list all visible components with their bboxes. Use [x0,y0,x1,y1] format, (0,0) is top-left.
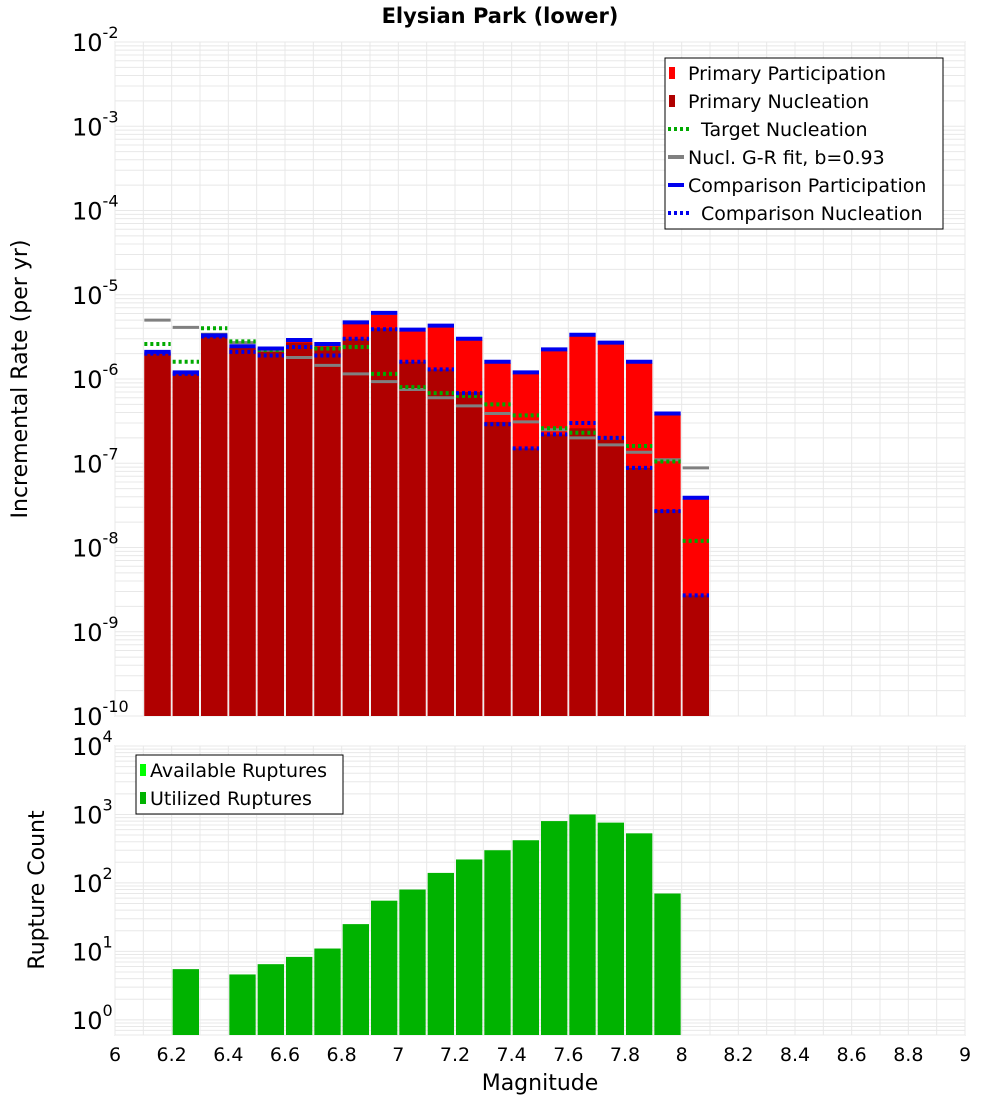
rate-y-tick-label: 10-5 [72,276,119,310]
x-tick-label: 6 [109,1044,121,1066]
legend-swatch [140,792,146,804]
utilized-rupture-bar [569,814,596,1035]
nucleation-bar [342,338,369,716]
utilized-rupture-bar [172,969,199,1035]
count-plot: 100 101 102 103 104 6 6.2 6.4 6.6 6.8 7 7.2 7.4 7.6 7… [25,727,971,1096]
x-axis-label: Magnitude [482,1071,599,1096]
legend-label: Comparison Participation [688,175,926,197]
utilized-rupture-bar [229,974,256,1035]
count-y-axis-label: Rupture Count [25,810,50,970]
rate-y-tick-label: 10-3 [72,107,119,141]
utilized-rupture-bar [314,948,341,1035]
nucleation-bar [626,467,653,716]
nucleation-bar [541,434,568,716]
x-tick-label: 7.4 [497,1044,527,1066]
rate-legend-box [664,57,944,230]
nucleation-bar [172,373,199,716]
rate-y-tick-label: 10-7 [72,444,119,478]
legend-swatch [669,67,675,79]
legend-label: Comparison Nucleation [701,203,923,225]
utilized-rupture-bar [286,956,313,1035]
rate-bars [144,314,709,716]
x-tick-label: 9 [959,1044,971,1066]
nucleation-bar [286,342,313,716]
x-tick-label: 7 [392,1044,404,1066]
nucleation-bar [371,328,398,716]
rate-y-tick-labels: 10-10 10-9 10-8 10-7 10-6 10-5 10-4 10-3 10-2 [72,23,129,731]
x-tick-label: 7.6 [553,1044,583,1066]
rate-y-tick-label: 10-6 [72,360,119,394]
count-legend: Available Ruptures Utilized Ruptures [135,754,344,815]
nucleation-bar [484,421,511,716]
x-tick-label: 6.8 [327,1044,357,1066]
utilized-rupture-bar [512,840,539,1035]
nucleation-bar [399,361,426,716]
nucleation-bar [144,353,171,716]
rate-y-tick-label: 10-10 [72,697,129,731]
count-y-tick-labels: 100 101 102 103 104 [72,727,113,1035]
utilized-rupture-bar [456,859,483,1035]
utilized-rupture-bar [654,893,681,1035]
count-y-tick-label: 100 [72,1001,113,1035]
x-tick-label: 8 [676,1044,688,1066]
nucleation-bar [569,428,596,716]
nucleation-bar [597,439,624,716]
utilized-rupture-bar [626,833,653,1035]
x-tick-label: 8.8 [893,1044,923,1066]
x-tick-label: 6.6 [270,1044,300,1066]
utilized-rupture-bar [399,889,426,1035]
nucleation-bar [682,595,709,716]
legend-label: Utilized Ruptures [150,788,312,810]
utilized-rupture-bar [427,872,454,1035]
count-y-tick-label: 104 [72,727,113,761]
nucleation-bar [229,347,256,716]
nucleation-bar [427,369,454,716]
rate-plot: 10-10 10-9 10-8 10-7 10-6 10-5 10-4 10-3 10-2 In… [8,23,966,731]
utilized-rupture-bar [342,924,369,1035]
rate-y-tick-label: 10-9 [72,613,119,647]
rate-y-tick-label: 10-8 [72,529,119,563]
rate-y-tick-label: 10-2 [72,23,119,57]
rate-y-tick-label: 10-4 [72,192,119,226]
x-tick-label: 8.4 [780,1044,810,1066]
legend-label: Nucl. G-R fit, b=0.93 [688,147,885,169]
legend-swatch [140,764,146,776]
utilized-rupture-bar [484,850,511,1035]
rate-legend: Primary Participation Primary Nucleation T… [664,57,944,230]
count-legend-box [135,754,344,815]
x-tick-label: 7.2 [440,1044,470,1066]
nucleation-bar [257,350,284,716]
utilized-rupture-bar [371,900,398,1035]
count-y-tick-label: 101 [72,932,113,966]
utilized-rupture-bar [597,822,624,1035]
legend-label: Primary Participation [688,63,886,85]
utilized-rupture-bar [541,821,568,1035]
x-tick-label: 6.2 [157,1044,187,1066]
nucleation-bar [456,392,483,716]
nucleation-bar [314,346,341,716]
chart-title: Elysian Park (lower) [382,4,619,28]
x-tick-label: 8.6 [837,1044,867,1066]
x-tick-label: 8.2 [723,1044,753,1066]
rate-y-axis-label: Incremental Rate (per yr) [8,240,33,519]
rate-line-marks [144,310,709,598]
legend-swatch [669,95,675,107]
x-tick-labels: 6 6.2 6.4 6.6 6.8 7 7.2 7.4 7.6 7.8 8 8.2 8.4 8.6 8.8 9 [109,1044,971,1066]
legend-label: Available Ruptures [150,760,327,782]
nucleation-bar [512,448,539,716]
count-y-tick-label: 102 [72,864,113,898]
count-y-tick-label: 103 [72,795,113,829]
nucleation-bar [201,336,228,716]
legend-label: Primary Nucleation [688,91,869,113]
x-tick-label: 7.8 [610,1044,640,1066]
legend-label: Target Nucleation [700,119,868,141]
count-bars [172,814,681,1035]
utilized-rupture-bar [257,964,284,1035]
x-tick-label: 6.4 [213,1044,243,1066]
nucleation-bar [654,509,681,716]
